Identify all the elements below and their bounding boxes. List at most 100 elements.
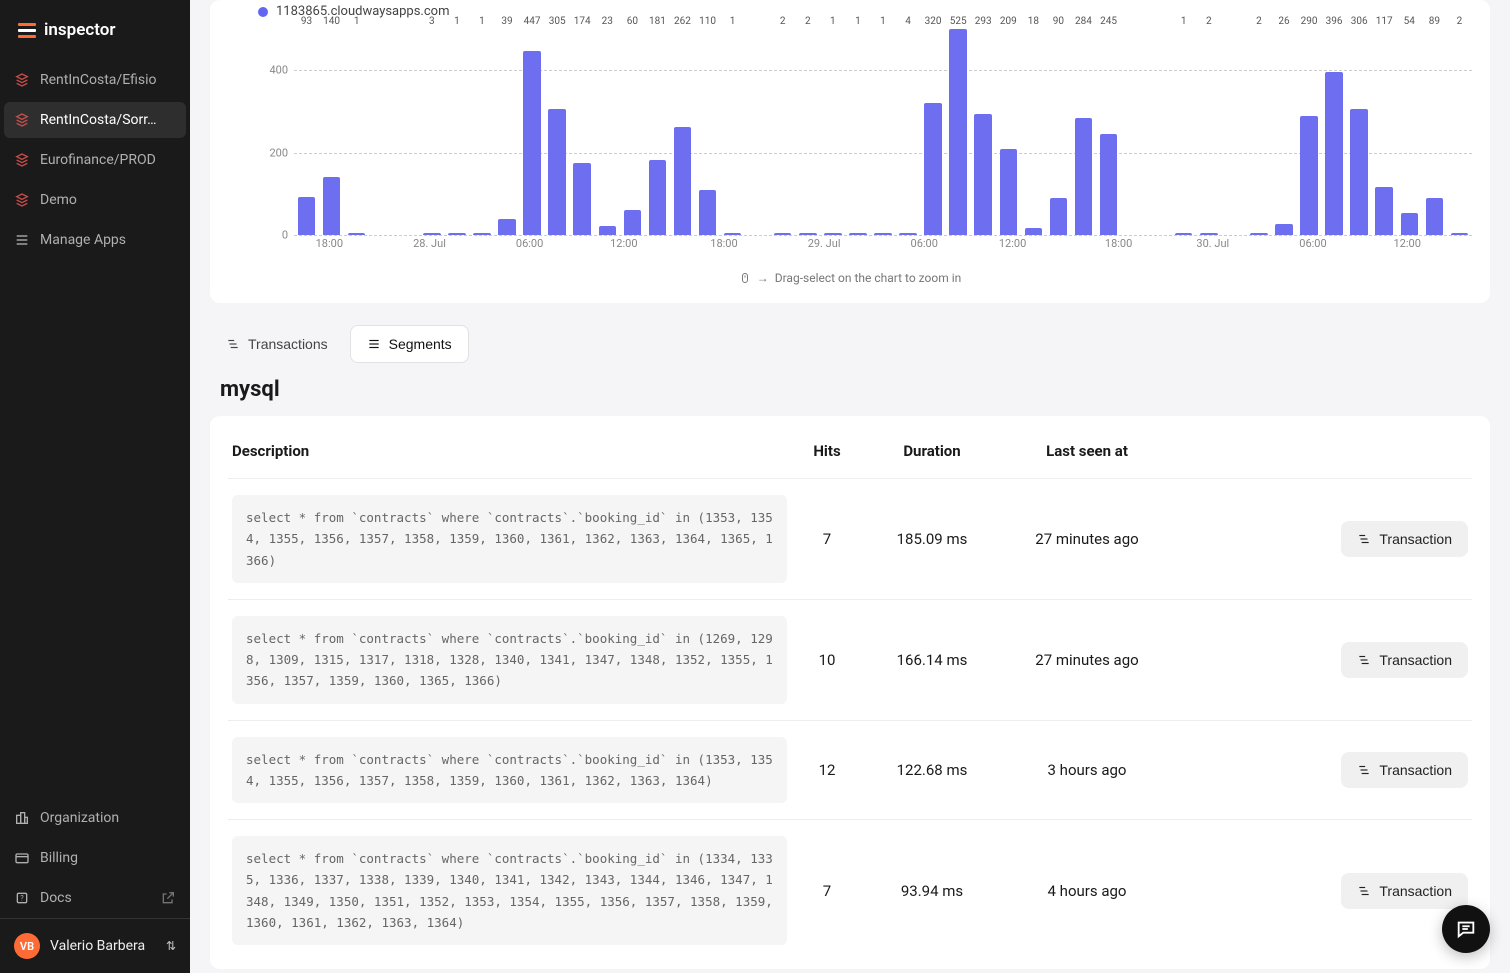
transaction-button[interactable]: Transaction xyxy=(1341,642,1468,678)
bar-value-label: 1 xyxy=(880,16,886,27)
bar xyxy=(523,51,541,235)
bar-value-label: 39 xyxy=(501,16,512,27)
bar xyxy=(1375,187,1393,235)
bar-column[interactable] xyxy=(1221,29,1246,235)
bar-column[interactable]: 3 xyxy=(419,29,444,235)
sidebar-app-label: RentInCosta/Sorr… xyxy=(40,112,157,128)
bar-chart[interactable]: 0200400 93140131139447305174236018126211… xyxy=(258,29,1472,259)
bar-column[interactable]: 262 xyxy=(670,29,695,235)
bar-column[interactable]: 90 xyxy=(1046,29,1071,235)
bar-column[interactable]: 1 xyxy=(344,29,369,235)
bar-column[interactable]: 39 xyxy=(495,29,520,235)
x-tick: 18:00 xyxy=(316,237,343,250)
bar-column[interactable]: 1 xyxy=(720,29,745,235)
bar-column[interactable]: 290 xyxy=(1297,29,1322,235)
bar-value-label: 54 xyxy=(1404,16,1415,27)
bar-column[interactable]: 140 xyxy=(319,29,344,235)
sidebar-footer-item[interactable]: Billing xyxy=(0,838,190,878)
bar-column[interactable]: 117 xyxy=(1372,29,1397,235)
bar-column[interactable]: 525 xyxy=(946,29,971,235)
logo-text: inspector xyxy=(44,20,115,40)
bar xyxy=(498,219,516,235)
bar-column[interactable] xyxy=(1121,29,1146,235)
manage-apps-link[interactable]: Manage Apps xyxy=(0,220,190,260)
bar-column[interactable]: 1 xyxy=(820,29,845,235)
bar-column[interactable]: 18 xyxy=(1021,29,1046,235)
transaction-button[interactable]: Transaction xyxy=(1341,752,1468,788)
bar-column[interactable] xyxy=(745,29,770,235)
bar-column[interactable]: 23 xyxy=(595,29,620,235)
transaction-button[interactable]: Transaction xyxy=(1341,521,1468,557)
section-title: mysql xyxy=(220,377,1490,402)
bar-column[interactable]: 320 xyxy=(921,29,946,235)
bar-column[interactable]: 1 xyxy=(444,29,469,235)
bar-column[interactable]: 1 xyxy=(1171,29,1196,235)
bar-column[interactable]: 174 xyxy=(570,29,595,235)
bar-column[interactable] xyxy=(369,29,394,235)
bar-column[interactable]: 54 xyxy=(1397,29,1422,235)
bar-column[interactable] xyxy=(1146,29,1171,235)
sidebar-app-item[interactable]: RentInCosta/Efisio xyxy=(0,60,190,100)
bar-column[interactable]: 93 xyxy=(294,29,319,235)
transaction-button[interactable]: Transaction xyxy=(1341,873,1468,909)
sidebar-footer-label: Billing xyxy=(40,850,78,866)
transaction-icon xyxy=(1357,763,1371,777)
chat-button[interactable] xyxy=(1442,905,1490,953)
bar-column[interactable] xyxy=(394,29,419,235)
tab-transactions[interactable]: Transactions xyxy=(210,325,344,363)
bar xyxy=(824,233,842,235)
bar-column[interactable]: 2 xyxy=(1246,29,1271,235)
cell-duration: 93.94 ms xyxy=(867,882,997,900)
bar-column[interactable]: 1 xyxy=(870,29,895,235)
bar-column[interactable]: 396 xyxy=(1322,29,1347,235)
sidebar-app-item[interactable]: Demo xyxy=(0,180,190,220)
bar xyxy=(974,114,992,235)
sidebar-footer-item[interactable]: ?Docs xyxy=(0,878,190,918)
bar-column[interactable]: 447 xyxy=(520,29,545,235)
bar xyxy=(1250,233,1268,235)
bar-value-label: 2 xyxy=(780,16,786,27)
sidebar-app-item[interactable]: RentInCosta/Sorr… xyxy=(4,102,186,138)
tab-segments[interactable]: Segments xyxy=(350,325,469,363)
bar-column[interactable]: 89 xyxy=(1422,29,1447,235)
bar-column[interactable]: 2 xyxy=(1196,29,1221,235)
user-menu[interactable]: VB Valerio Barbera ⇅ xyxy=(0,918,190,973)
bar-column[interactable]: 2 xyxy=(770,29,795,235)
bar xyxy=(323,177,341,235)
bar-column[interactable]: 4 xyxy=(896,29,921,235)
transaction-icon xyxy=(1357,532,1371,546)
bar-column[interactable]: 110 xyxy=(695,29,720,235)
bar-value-label: 93 xyxy=(301,16,312,27)
logo-icon xyxy=(18,23,36,38)
bar-column[interactable]: 245 xyxy=(1096,29,1121,235)
bar-column[interactable]: 305 xyxy=(545,29,570,235)
bar-column[interactable]: 181 xyxy=(645,29,670,235)
transaction-button-label: Transaction xyxy=(1379,883,1452,899)
bar-column[interactable]: 306 xyxy=(1347,29,1372,235)
bar-value-label: 18 xyxy=(1028,16,1039,27)
table-row: select * from `contracts` where `contrac… xyxy=(228,819,1472,961)
bar-column[interactable]: 1 xyxy=(469,29,494,235)
bar xyxy=(1000,149,1018,235)
app-icon xyxy=(14,152,30,168)
bar-column[interactable]: 293 xyxy=(971,29,996,235)
bar xyxy=(724,233,742,235)
bar xyxy=(649,160,667,235)
bar xyxy=(1275,224,1293,235)
cell-hits: 7 xyxy=(787,530,867,548)
bar-column[interactable]: 2 xyxy=(795,29,820,235)
bar-column[interactable]: 2 xyxy=(1447,29,1472,235)
bar-column[interactable]: 284 xyxy=(1071,29,1096,235)
sidebar-footer-item[interactable]: Organization xyxy=(0,798,190,838)
bar-column[interactable]: 209 xyxy=(996,29,1021,235)
transaction-icon xyxy=(1357,653,1371,667)
mouse-icon xyxy=(739,272,751,284)
bar-column[interactable]: 26 xyxy=(1271,29,1296,235)
sidebar-app-item[interactable]: Eurofinance/PROD xyxy=(0,140,190,180)
bar-column[interactable]: 60 xyxy=(620,29,645,235)
sql-description: select * from `contracts` where `contrac… xyxy=(232,737,787,804)
bar-value-label: 2 xyxy=(1206,16,1212,27)
bar-column[interactable]: 1 xyxy=(845,29,870,235)
manage-apps-label: Manage Apps xyxy=(40,232,126,248)
logo[interactable]: inspector xyxy=(0,0,190,60)
